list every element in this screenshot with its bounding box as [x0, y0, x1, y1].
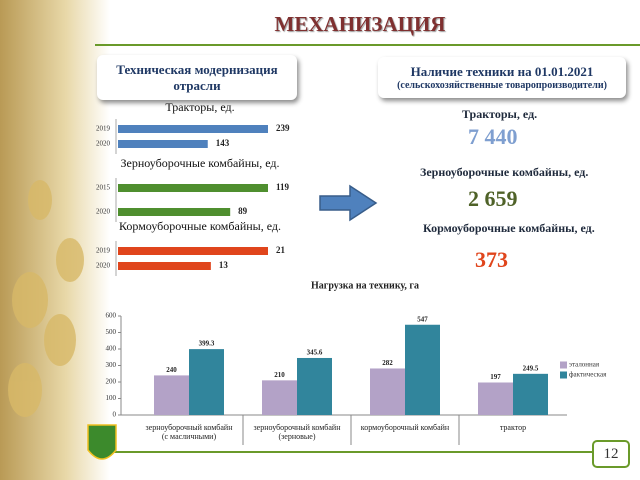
y-tick-label: 0	[113, 411, 117, 419]
value-label: 143	[216, 138, 230, 148]
right-box-title: Наличие техники на 01.01.2021	[410, 64, 594, 79]
bar	[118, 125, 268, 133]
y-tick-label: 100	[106, 394, 117, 402]
value-label: 21	[276, 245, 286, 255]
x-tick-label: зерноуборочный комбайн (зерновые)	[253, 423, 341, 441]
value-label: 399.3	[199, 340, 215, 348]
bar	[118, 208, 231, 216]
category-label: 2020	[96, 140, 111, 148]
bar	[118, 247, 268, 255]
left-box: Техническая модернизация отрасли	[97, 55, 297, 100]
stat-label: Тракторы, ед.	[462, 107, 538, 121]
bar	[297, 357, 332, 415]
legend-label: фактическая	[569, 371, 607, 379]
arrow	[319, 184, 378, 222]
chart-title: Тракторы, ед.	[165, 100, 234, 114]
stat-value: 7 440	[468, 124, 518, 149]
right-box: Наличие техники на 01.01.2021 (сельскохо…	[378, 57, 626, 98]
stat-label: Кормоуборочные комбайны, ед.	[423, 221, 595, 235]
value-label: 239	[276, 123, 290, 133]
legend-swatch	[560, 371, 567, 379]
chart-title: Нагрузка на технику, га	[311, 280, 419, 291]
chart-title: Кормоуборочные комбайны, ед.	[119, 219, 281, 233]
category-label: 2020	[96, 208, 111, 216]
bar	[478, 382, 513, 415]
bar	[118, 184, 268, 192]
bar	[370, 368, 405, 415]
right-box-subtitle: (сельскохозяйственные товаропроизводител…	[397, 80, 607, 91]
value-label: 119	[276, 182, 290, 192]
x-tick-label: трактор	[499, 423, 527, 432]
y-tick-label: 400	[106, 345, 117, 353]
chart-title: Зерноуборочные комбайны, ед.	[121, 156, 280, 170]
coat-of-arms	[87, 424, 117, 460]
value-label: 282	[382, 359, 393, 367]
bar	[405, 324, 440, 415]
bar	[189, 349, 224, 415]
value-label: 345.6	[307, 349, 323, 357]
y-tick-label: 200	[106, 378, 117, 386]
bar	[262, 380, 297, 415]
bar	[154, 375, 189, 415]
stat-value: 373	[475, 247, 508, 272]
value-label: 249.5	[523, 364, 539, 372]
bar	[118, 140, 208, 148]
value-label: 13	[219, 260, 229, 270]
value-label: 547	[417, 315, 428, 323]
stat-label: Зерноуборочные комбайны, ед.	[420, 165, 589, 179]
legend-swatch	[560, 361, 567, 369]
category-label: 2019	[96, 247, 111, 255]
value-label: 89	[238, 206, 248, 216]
stat-value: 2 659	[468, 186, 518, 211]
bar	[513, 373, 548, 415]
value-label: 240	[166, 366, 177, 374]
legend-label: эталонная	[569, 361, 600, 369]
category-label: 2019	[96, 125, 111, 133]
category-label: 2015	[96, 184, 111, 192]
category-label: 2020	[96, 262, 111, 270]
y-tick-label: 500	[106, 328, 117, 336]
value-label: 197	[490, 373, 501, 381]
page-number: 12	[592, 440, 630, 468]
x-tick-label: зерноуборочный комбайн (с масличными)	[145, 423, 233, 441]
slide-title: МЕХАНИЗАЦИЯ	[274, 12, 446, 36]
bar	[118, 262, 211, 270]
x-tick-label: кормоуборочный комбайн	[360, 423, 450, 432]
y-tick-label: 600	[106, 312, 117, 320]
wheat-grains	[8, 180, 84, 417]
y-tick-label: 300	[106, 361, 117, 369]
value-label: 210	[274, 371, 285, 379]
